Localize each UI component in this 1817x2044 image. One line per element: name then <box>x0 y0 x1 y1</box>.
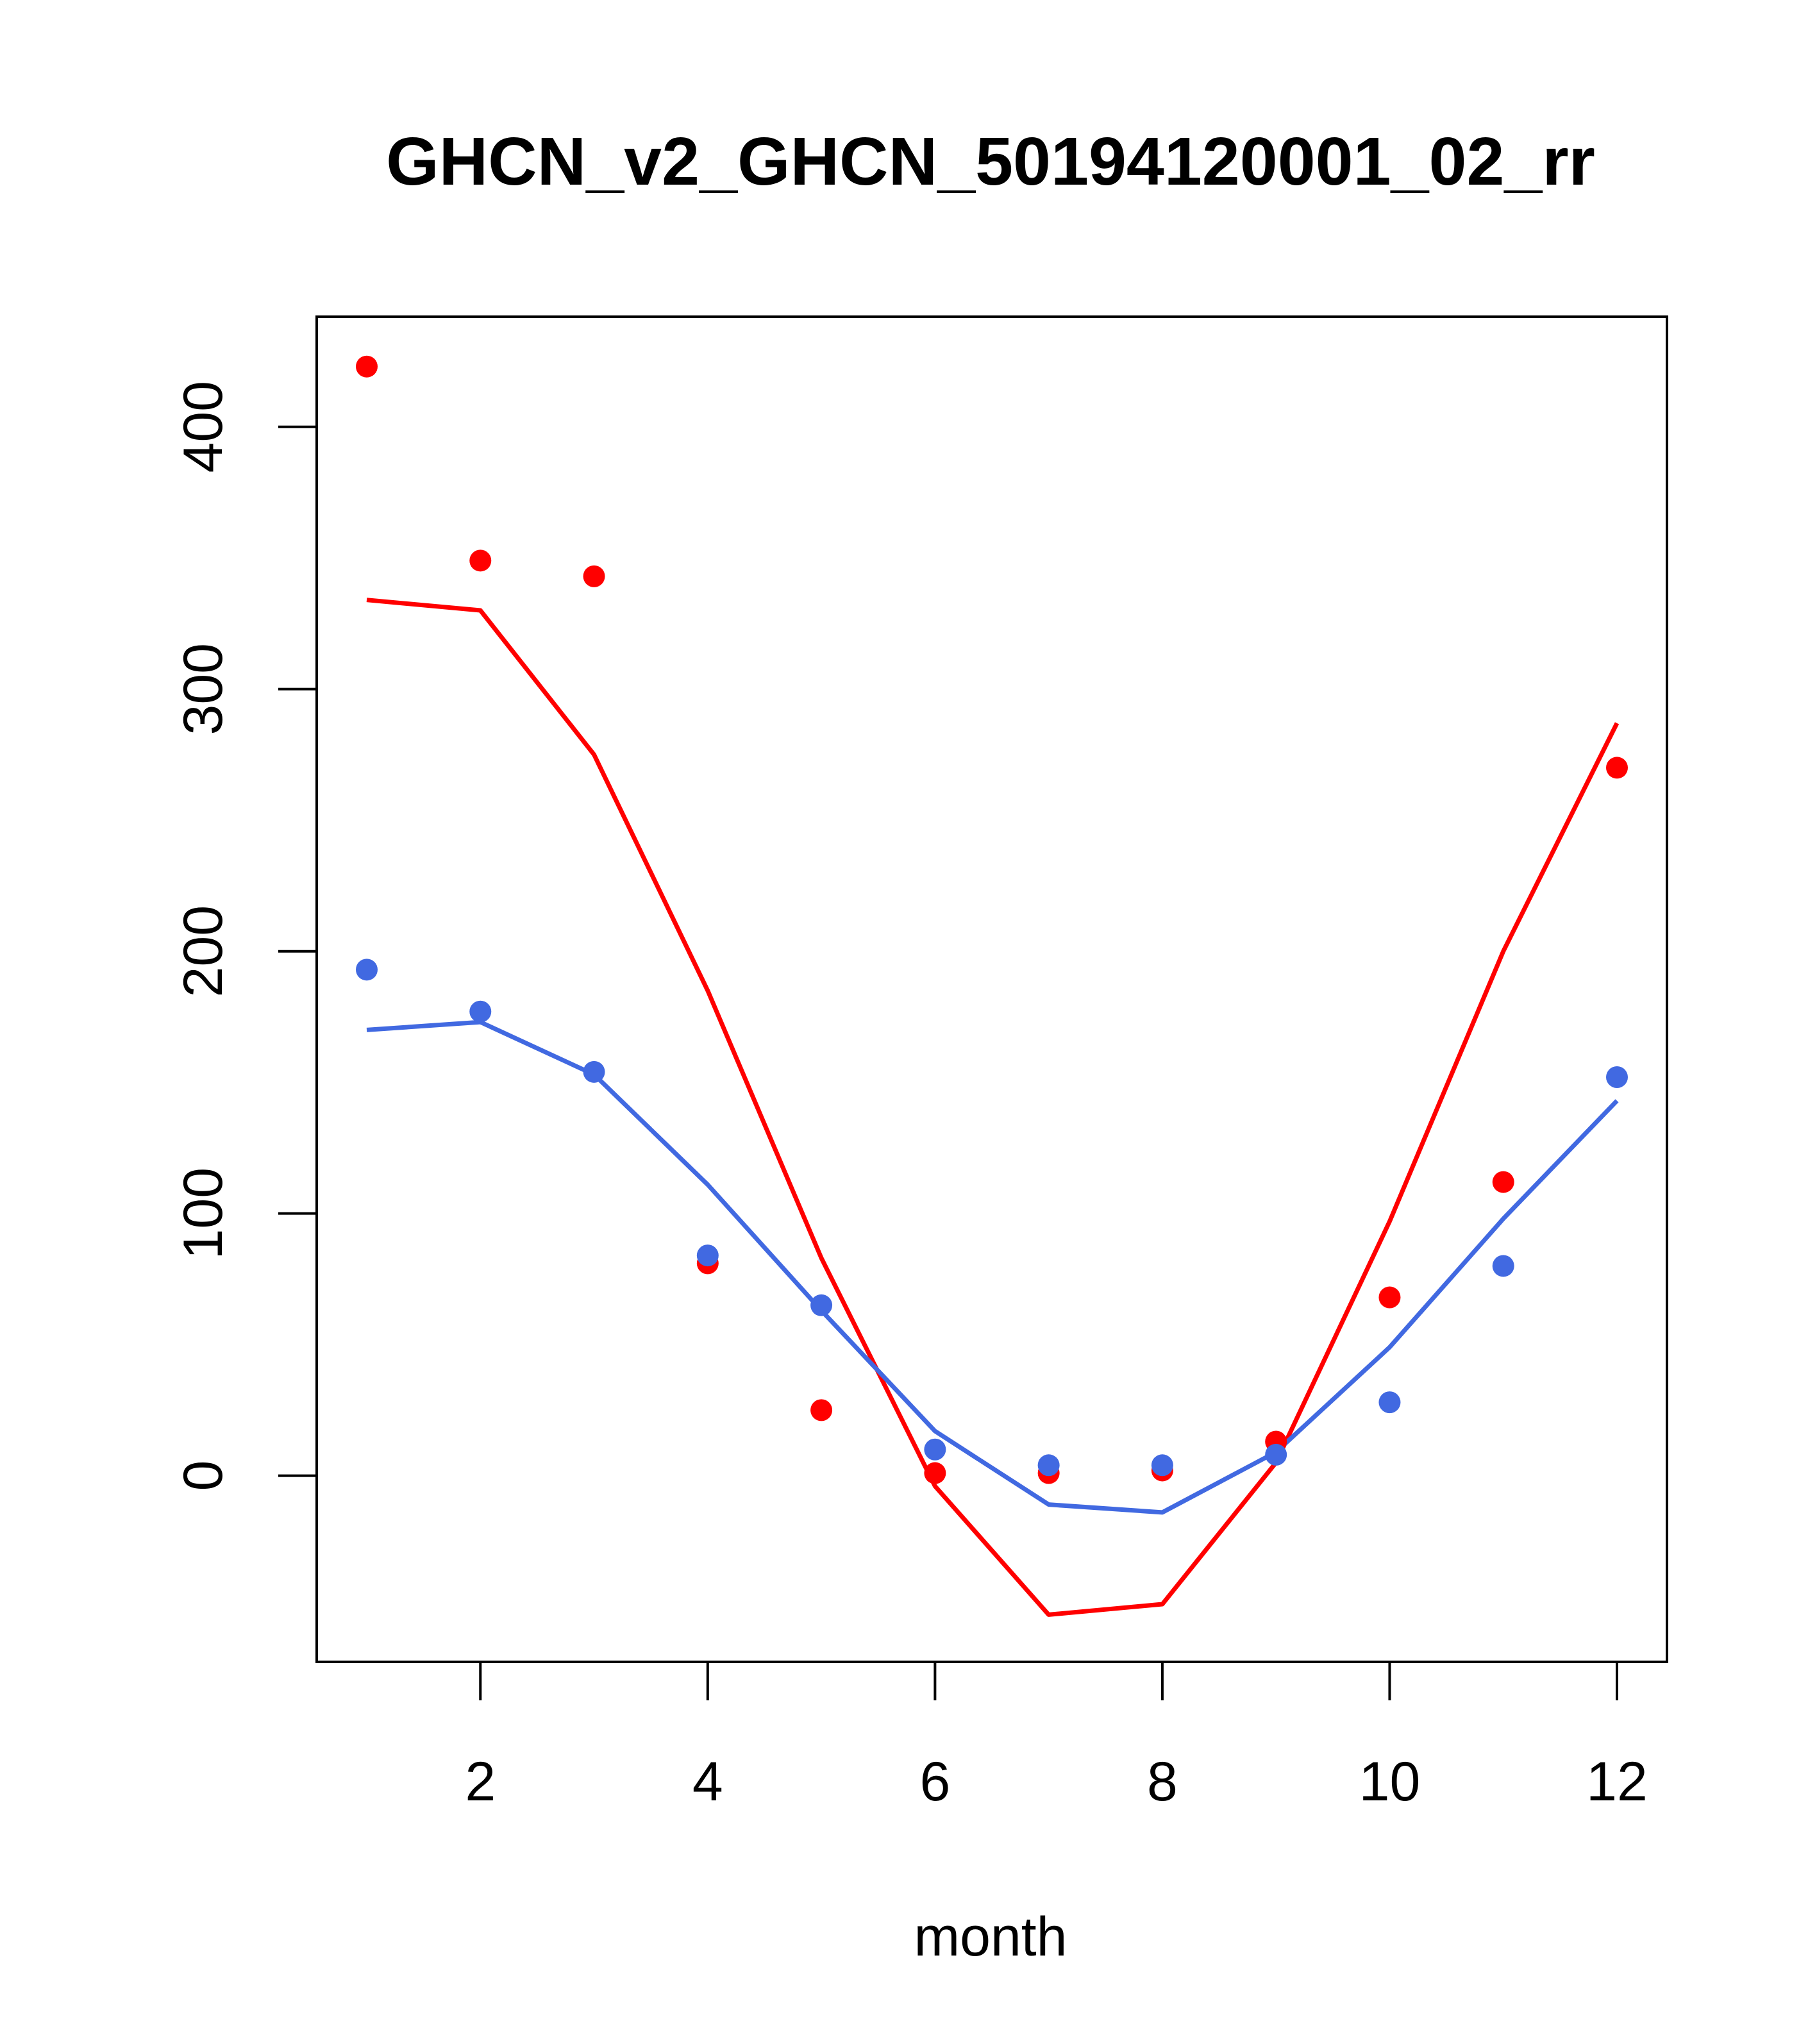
plot-frame <box>315 315 1668 1663</box>
x-tick-label: 2 <box>465 1751 496 1813</box>
series-2-point <box>924 1438 946 1461</box>
series-1-point <box>810 1399 833 1421</box>
series-1-point <box>583 565 605 587</box>
x-tick-label: 10 <box>1359 1751 1421 1813</box>
series-1-point <box>1492 1171 1514 1193</box>
x-tick-label: 12 <box>1586 1751 1648 1813</box>
y-tick-label: 200 <box>172 905 234 998</box>
series-2-point <box>1378 1391 1401 1414</box>
series-2-point <box>1037 1454 1060 1477</box>
series-layer <box>356 355 1628 1617</box>
series-2-point <box>810 1294 833 1316</box>
series-1-point <box>1606 757 1628 779</box>
chart-title: GHCN_v2_GHCN_50194120001_02_rr <box>386 124 1595 199</box>
y-tick-label: 300 <box>172 643 234 735</box>
series-2-point <box>1151 1454 1173 1477</box>
y-tick-label: 0 <box>172 1461 234 1491</box>
x-axis: 2 4 6 8 10 12 <box>465 1661 1648 1813</box>
y-tick-label: 100 <box>172 1168 234 1260</box>
series-2-point <box>356 959 378 981</box>
series-2-line <box>366 1019 1619 1515</box>
series-2-point <box>469 1000 492 1023</box>
series-1-point <box>356 355 378 378</box>
y-tick-label: 400 <box>172 381 234 473</box>
series-1-line <box>366 598 1620 1617</box>
x-axis-label: month <box>914 1906 1067 1968</box>
series-2-point <box>696 1244 719 1267</box>
y-axis: 0 100 200 300 400 <box>172 381 318 1491</box>
series-1-point <box>924 1462 946 1484</box>
series-2-point <box>1492 1255 1514 1277</box>
series-2-point <box>1606 1066 1628 1089</box>
series-1-point <box>469 549 492 572</box>
x-tick-label: 8 <box>1147 1751 1178 1813</box>
x-tick-label: 6 <box>919 1751 950 1813</box>
series-2-point <box>1265 1443 1287 1466</box>
series-1-point <box>1378 1286 1401 1309</box>
x-tick-label: 4 <box>692 1751 723 1813</box>
series-2-point <box>583 1060 605 1083</box>
